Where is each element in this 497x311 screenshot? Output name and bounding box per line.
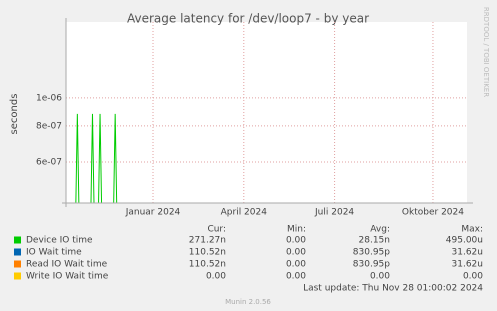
legend-name: Write IO Wait time [26,272,109,282]
legend-cell: 0.00 [206,272,226,282]
legend-swatch [14,260,21,268]
x-tick-label: Januar 2024 [125,208,181,218]
y-tick-label: 1e-06 [36,93,62,103]
spike [113,113,118,204]
legend-cell: 0.00 [286,272,306,282]
x-tick-label: Oktober 2024 [402,208,464,218]
y-tick-label: 6e-07 [36,158,62,168]
legend-cell: 31.62u [452,260,483,270]
legend-cell: 271.27n [189,236,226,246]
legend-header: Cur: [207,225,226,235]
legend-cell: 0.00 [286,248,306,258]
legend-cell: 0.00 [286,260,306,270]
legend-cell: 110.52n [189,260,226,270]
footer: Munin 2.0.56 [225,298,271,306]
spike [75,113,80,204]
spike [98,113,103,204]
x-tick-label: Juli 2024 [314,208,354,218]
chart-title: Average latency for /dev/loop7 - by year [127,12,369,26]
legend-name: IO Wait time [26,248,82,258]
legend-cell: 0.00 [370,272,390,282]
plot-area [66,22,467,203]
last-update: Last update: Thu Nov 28 01:00:02 2024 [303,284,483,294]
x-tick-label: April 2024 [221,208,268,218]
legend-swatch [14,236,21,244]
legend-cell: 0.00 [463,272,483,282]
legend-name: Read IO Wait time [26,260,108,270]
legend-swatch [14,248,21,256]
legend-cell: 0.00 [286,236,306,246]
legend-cell: 28.15n [359,236,390,246]
legend-header: Max: [461,225,483,235]
legend-cell: 830.95p [353,260,390,270]
side-label: RRDTOOL / TOBI OETIKER [482,7,490,97]
legend-name: Device IO time [26,236,93,246]
spike [90,113,95,204]
y-axis-label: seconds [9,94,20,135]
legend-header: Avg: [370,225,390,235]
legend-cell: 830.95p [353,248,390,258]
y-tick-label: 8e-07 [36,121,62,131]
legend-cell: 31.62u [452,248,483,258]
legend-swatch [14,272,21,280]
legend-cell: 495.00u [446,236,483,246]
legend-cell: 110.52n [189,248,226,258]
legend-header: Min: [287,225,306,235]
